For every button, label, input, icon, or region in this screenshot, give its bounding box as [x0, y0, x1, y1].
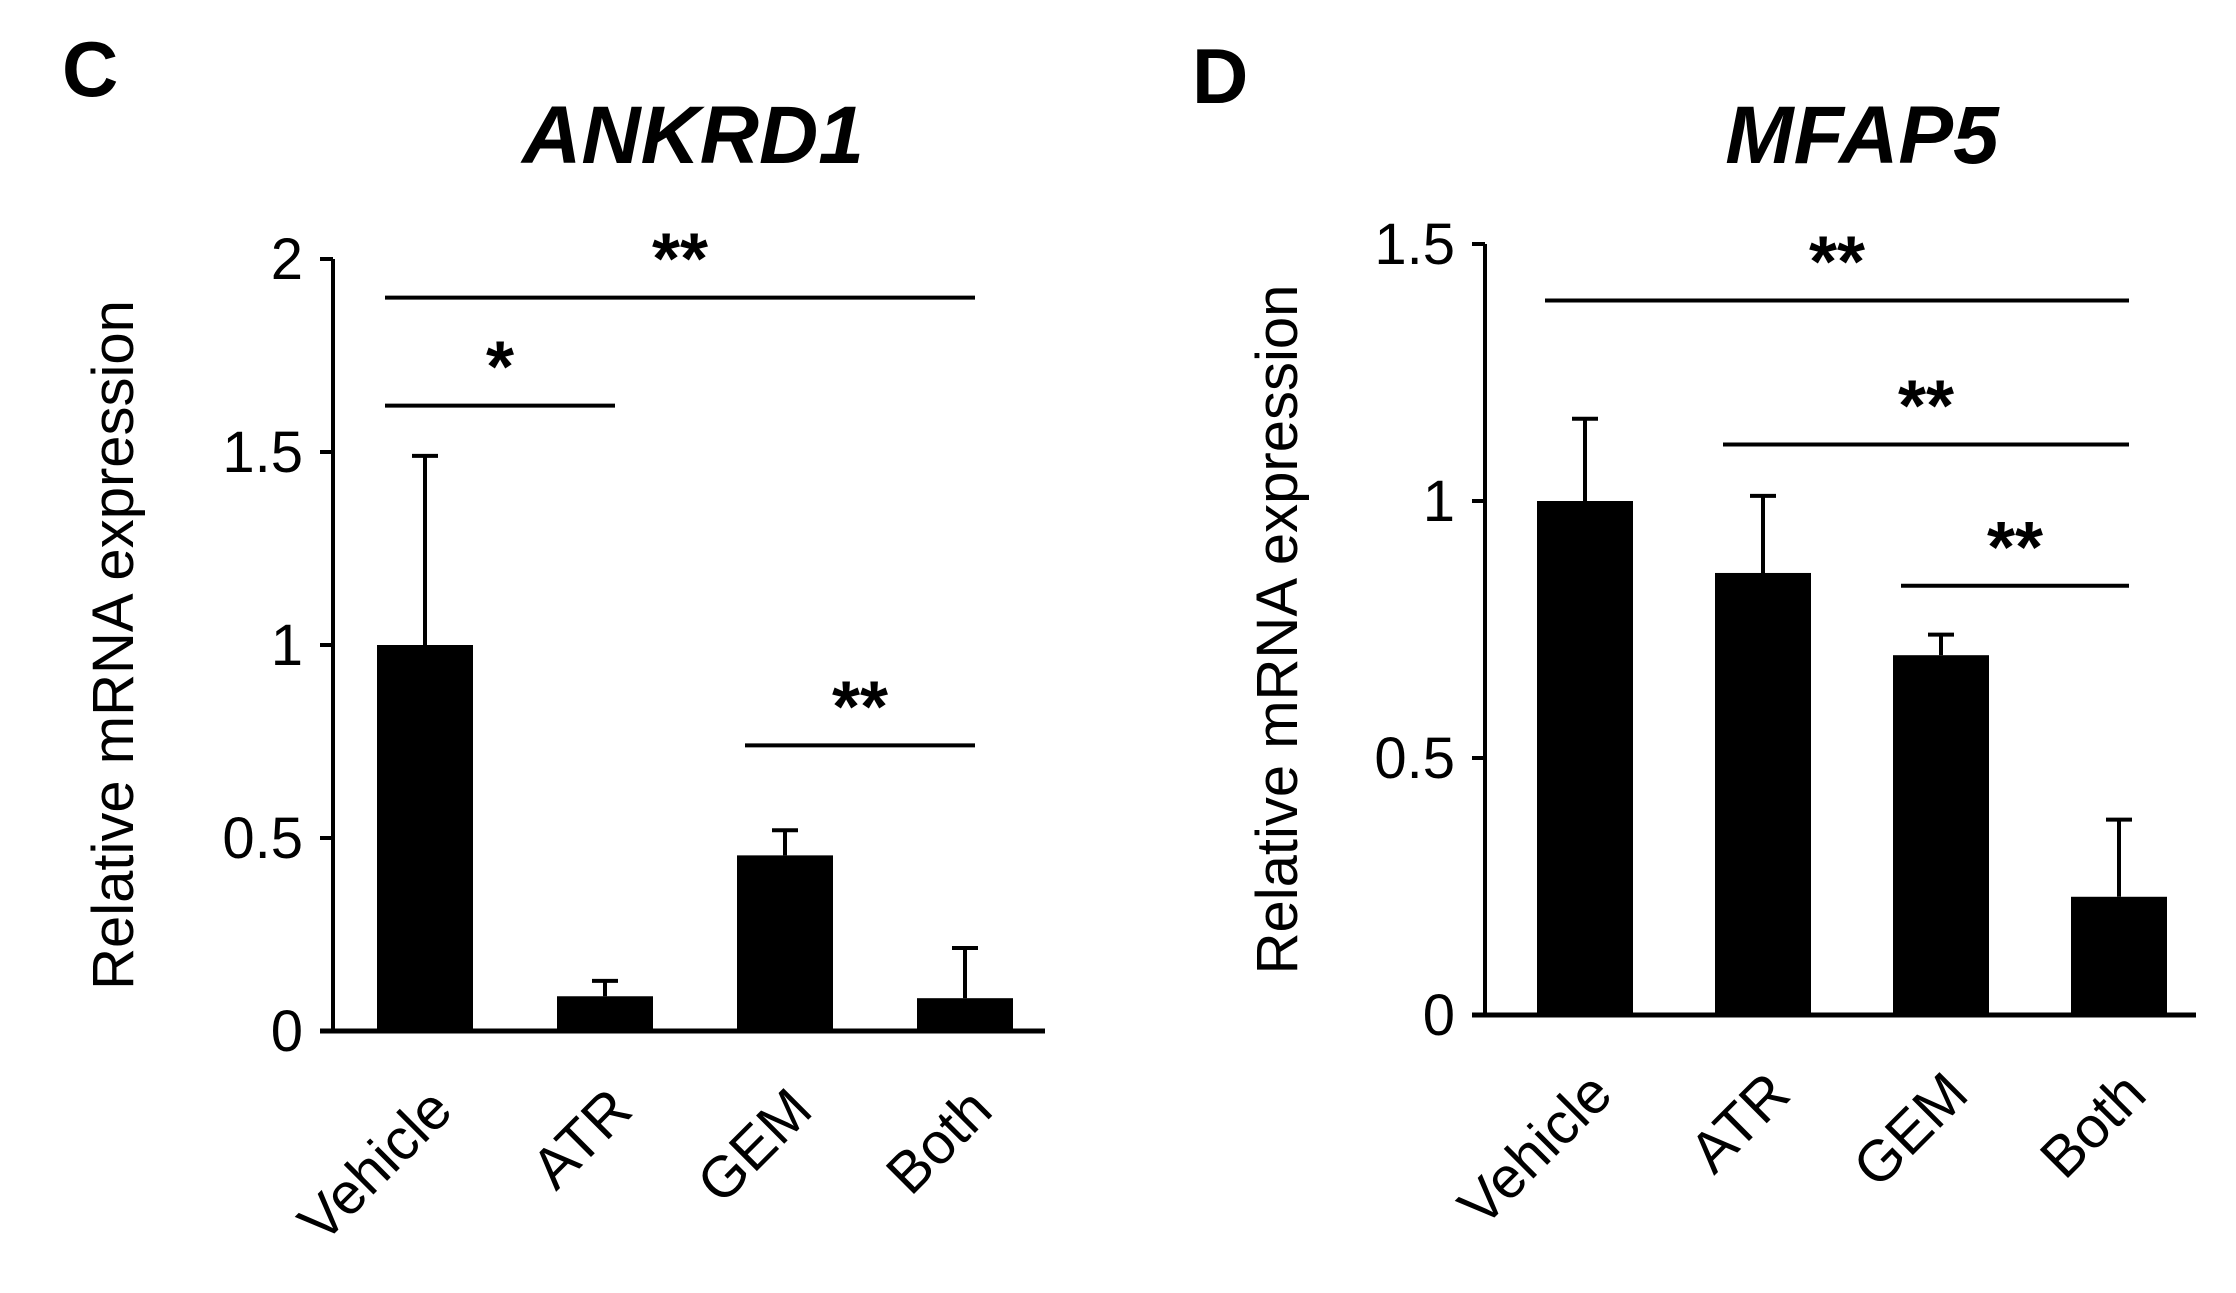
bar-gem — [737, 855, 833, 1031]
bar-atr — [1715, 572, 1811, 1015]
bar-both — [917, 998, 1013, 1031]
x-category-label: Vehicle — [286, 1076, 464, 1254]
significance-marker: * — [486, 328, 514, 408]
panel-letter: C — [62, 25, 118, 113]
y-tick-label: 2 — [271, 227, 303, 292]
significance-marker: ** — [1809, 223, 1865, 303]
bar-atr — [557, 996, 653, 1031]
significance-marker: ** — [652, 220, 708, 300]
y-tick-label: 0 — [271, 999, 303, 1064]
y-tick-label: 1.5 — [222, 420, 303, 485]
y-axis-title: Relative mRNA expression — [1245, 285, 1310, 975]
y-tick-label: 1 — [1423, 469, 1455, 534]
x-category-label: Both — [2028, 1060, 2158, 1190]
x-category-label: ATR — [519, 1076, 644, 1201]
y-tick-label: 0 — [1423, 983, 1455, 1048]
y-tick-label: 0.5 — [222, 806, 303, 871]
y-axis-title: Relative mRNA expression — [81, 300, 146, 990]
y-tick-label: 0.5 — [1374, 726, 1455, 791]
x-category-label: GEM — [685, 1076, 824, 1215]
x-category-label: ATR — [1677, 1060, 1802, 1185]
bar-both — [2071, 896, 2167, 1015]
panel-letter: D — [1192, 32, 1248, 120]
significance-marker: ** — [832, 667, 888, 747]
y-tick-label: 1 — [271, 613, 303, 678]
bar-gem — [1893, 655, 1989, 1015]
bar-vehicle — [1537, 501, 1633, 1015]
x-category-label: Both — [874, 1076, 1004, 1206]
y-tick-label: 1.5 — [1374, 212, 1455, 277]
chart-title: MFAP5 — [1725, 90, 2000, 181]
bar-vehicle — [377, 645, 473, 1031]
significance-marker: ** — [1898, 366, 1954, 446]
chart-title: ANKRD1 — [520, 90, 864, 181]
x-category-label: GEM — [1841, 1060, 1980, 1199]
x-category-label: Vehicle — [1446, 1060, 1624, 1238]
significance-marker: ** — [1987, 508, 2043, 588]
